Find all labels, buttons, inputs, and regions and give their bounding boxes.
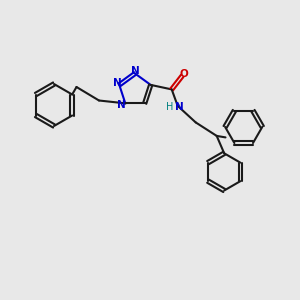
Text: N: N: [113, 78, 122, 88]
Text: H: H: [166, 102, 173, 112]
Text: O: O: [179, 68, 188, 79]
Text: N: N: [130, 65, 140, 76]
Text: N: N: [175, 102, 184, 112]
Text: N: N: [117, 100, 126, 110]
